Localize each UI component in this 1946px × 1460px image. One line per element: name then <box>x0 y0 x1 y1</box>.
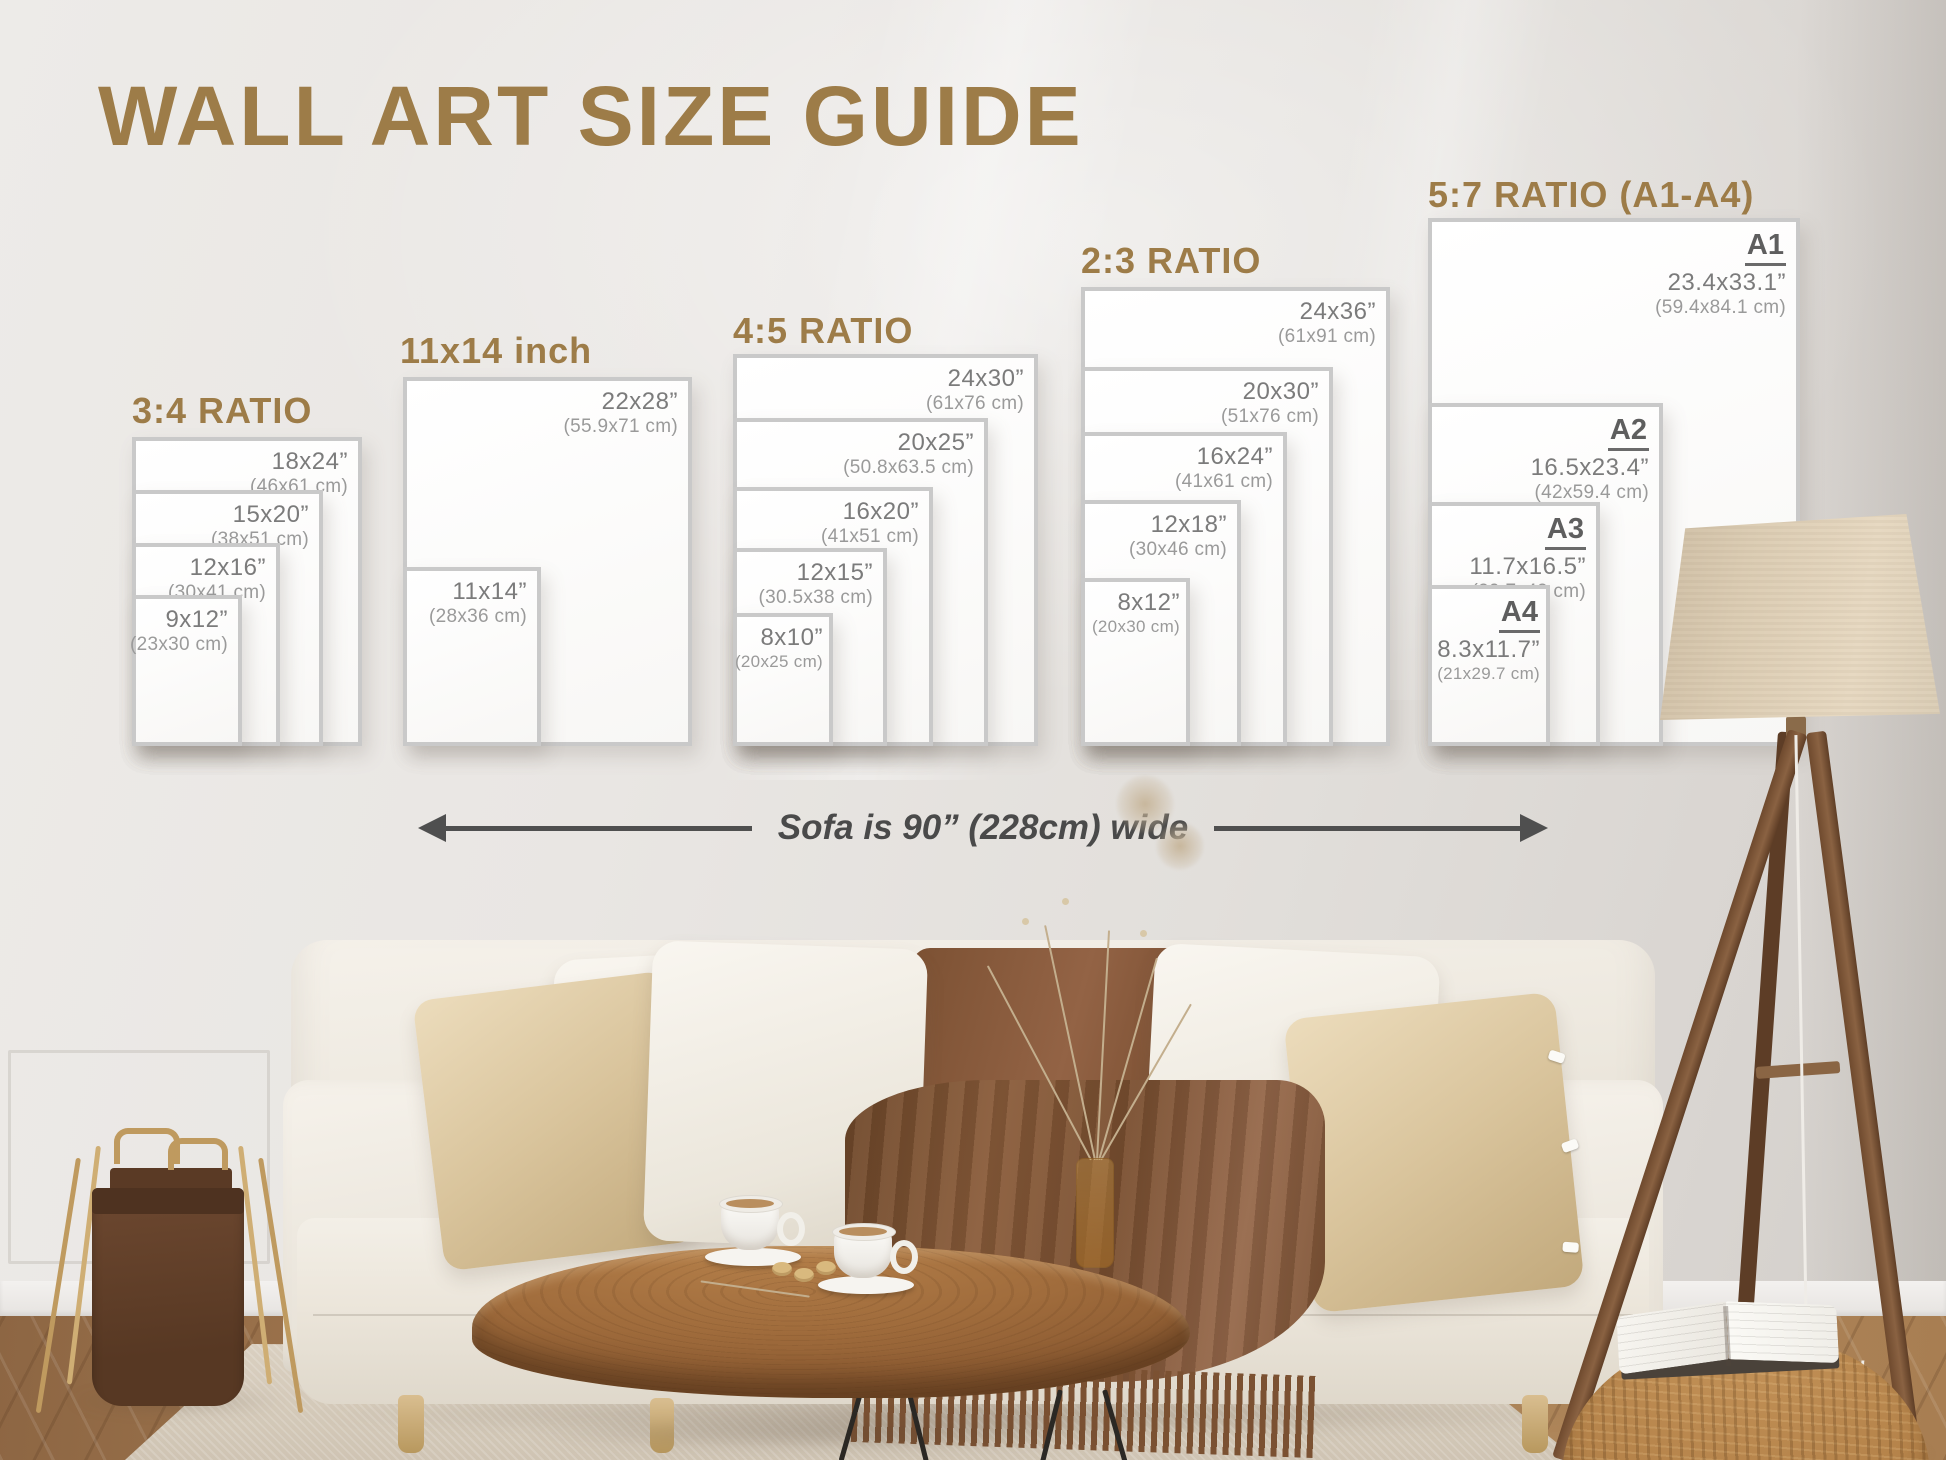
frame-label: 16x24” (41x61 cm) <box>1174 443 1273 492</box>
arrow-line <box>446 825 752 831</box>
frame-label: 22x28” (55.9x71 cm) <box>563 388 678 437</box>
frame-label: A2 16.5x23.4” (42x59.4 cm) <box>1530 414 1649 503</box>
open-book <box>1610 1294 1849 1392</box>
macaron <box>772 1262 792 1276</box>
cup-handle <box>777 1212 805 1246</box>
coffee-cup <box>705 1190 805 1270</box>
glass-vase <box>1076 1158 1114 1268</box>
macaron <box>816 1261 836 1275</box>
size-group-5-7: 5:7 RATIO (A1-A4) A1 23.4x33.1” (59.4x84… <box>1428 174 1800 746</box>
group-heading: 11x14 inch <box>400 330 593 371</box>
sprig-seed <box>1062 898 1069 905</box>
frame-label: 8x10” (20x25 cm) <box>734 624 823 671</box>
rack-leather-sling <box>92 1188 244 1406</box>
poster-frame-8x12: 8x12” (20x30 cm) <box>1081 578 1190 746</box>
rack-leather-fold <box>92 1188 244 1214</box>
sprig-seed <box>1140 930 1147 937</box>
lamp-shade <box>1660 514 1940 720</box>
size-group-3-4: 3:4 RATIO 18x24” (46x61 cm) 15x20” (38x5… <box>129 390 362 746</box>
frame-label: 24x36” (61x91 cm) <box>1277 298 1376 347</box>
sofa-width-annotation: Sofa is 90” (228cm) wide <box>418 802 1549 854</box>
frame-label: 8x12” (20x30 cm) <box>1091 589 1180 636</box>
table-shadow <box>520 1416 1160 1452</box>
coffee <box>726 1199 774 1208</box>
macaron <box>794 1268 814 1282</box>
coffee-cup <box>818 1218 918 1298</box>
saucer <box>705 1248 801 1266</box>
cup-handle <box>890 1240 918 1274</box>
frame-label: 9x12” (23x30 cm) <box>129 606 228 655</box>
group-heading: 3:4 RATIO <box>132 390 313 431</box>
frame-label: 20x30” (51x76 cm) <box>1220 378 1319 427</box>
coffee <box>839 1227 887 1236</box>
group-heading: 4:5 RATIO <box>733 310 914 351</box>
size-group-2-3: 2:3 RATIO 24x36” (61x91 cm) 20x30” (51x7… <box>1081 240 1390 746</box>
dandelion-puff <box>1116 775 1174 833</box>
poster-frame-8x10: 8x10” (20x25 cm) <box>733 613 833 746</box>
sofa-leg <box>650 1398 674 1453</box>
poster-frame-9x12: 9x12” (23x30 cm) <box>129 595 242 746</box>
group-heading: 2:3 RATIO <box>1081 240 1262 281</box>
sofa-leg <box>1522 1395 1548 1453</box>
frame-label: A1 23.4x33.1” (59.4x84.1 cm) <box>1655 229 1786 318</box>
frame-label: 12x15” (30.5x38 cm) <box>758 559 873 608</box>
frame-label: 12x18” (30x46 cm) <box>1128 511 1227 560</box>
frame-label: A4 8.3x11.7” (21x29.7 cm) <box>1437 596 1540 683</box>
sprig-seed <box>1022 918 1029 925</box>
saucer <box>818 1276 914 1294</box>
dandelion-puff <box>1156 822 1204 870</box>
arrow-left-icon <box>418 814 446 842</box>
arrow-right-icon <box>1520 814 1549 842</box>
pillow-ribbon-bow <box>1562 1241 1579 1253</box>
size-group-4-5: 4:5 RATIO 24x30” (61x76 cm) 20x25” (50.8… <box>733 310 1038 746</box>
frame-label: 11x14” (28x36 cm) <box>428 578 527 627</box>
book-page <box>1725 1301 1840 1364</box>
arrow-line <box>1214 825 1521 831</box>
poster-frame-11x14: 11x14” (28x36 cm) <box>403 567 541 746</box>
frame-label: 20x25” (50.8x63.5 cm) <box>843 429 974 478</box>
frame-label: 16x20” (41x51 cm) <box>820 498 919 547</box>
page-title: WALL ART SIZE GUIDE <box>98 69 1084 163</box>
poster-frame-a4: A4 8.3x11.7” (21x29.7 cm) <box>1428 585 1550 746</box>
group-heading: 5:7 RATIO (A1-A4) <box>1428 174 1755 215</box>
size-group-11x14: 11x14 inch 22x28” (55.9x71 cm) 11x14” (2… <box>400 330 692 746</box>
magazine-rack: DESIGN <box>35 1128 304 1414</box>
pillow-beige-right <box>1283 991 1585 1314</box>
sofa-leg <box>398 1395 424 1453</box>
frame-label: 24x30” (61x76 cm) <box>925 365 1024 414</box>
rack-handle <box>168 1138 228 1170</box>
